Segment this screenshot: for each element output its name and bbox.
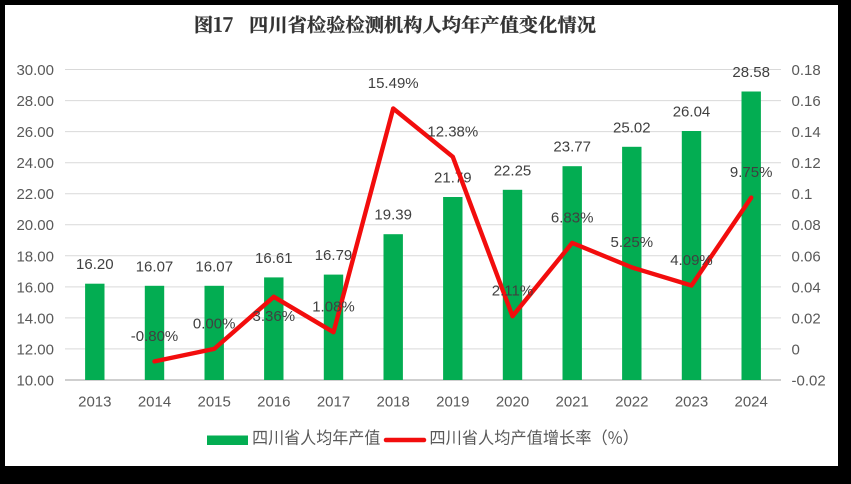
svg-text:12.38%: 12.38% bbox=[427, 123, 478, 140]
svg-text:21.79: 21.79 bbox=[434, 170, 472, 187]
svg-text:16.20: 16.20 bbox=[76, 256, 114, 273]
svg-text:2023: 2023 bbox=[675, 393, 708, 410]
svg-text:5.25%: 5.25% bbox=[611, 234, 654, 251]
svg-text:16.00: 16.00 bbox=[16, 279, 54, 296]
svg-text:14.00: 14.00 bbox=[16, 310, 54, 327]
svg-text:16.07: 16.07 bbox=[136, 258, 174, 275]
svg-text:2015: 2015 bbox=[198, 393, 231, 410]
svg-text:24.00: 24.00 bbox=[16, 155, 54, 172]
svg-text:3.36%: 3.36% bbox=[253, 308, 296, 325]
svg-text:19.39: 19.39 bbox=[374, 207, 412, 224]
svg-text:0.12: 0.12 bbox=[792, 155, 821, 172]
svg-text:22.00: 22.00 bbox=[16, 186, 54, 203]
svg-text:22.25: 22.25 bbox=[494, 162, 532, 179]
svg-text:28.58: 28.58 bbox=[732, 64, 770, 81]
svg-text:6.83%: 6.83% bbox=[551, 209, 594, 226]
svg-text:2021: 2021 bbox=[556, 393, 589, 410]
svg-text:2013: 2013 bbox=[78, 393, 111, 410]
svg-text:26.00: 26.00 bbox=[16, 124, 54, 141]
svg-text:2019: 2019 bbox=[436, 393, 469, 410]
svg-text:0.04: 0.04 bbox=[792, 279, 821, 296]
svg-text:2017: 2017 bbox=[317, 393, 350, 410]
svg-text:2014: 2014 bbox=[138, 393, 171, 410]
svg-text:0.18: 0.18 bbox=[792, 62, 821, 79]
svg-text:20.00: 20.00 bbox=[16, 217, 54, 234]
svg-text:1.08%: 1.08% bbox=[312, 299, 355, 316]
svg-text:25.02: 25.02 bbox=[613, 119, 651, 136]
svg-text:16.61: 16.61 bbox=[255, 250, 293, 267]
svg-text:2016: 2016 bbox=[257, 393, 290, 410]
svg-text:30.00: 30.00 bbox=[16, 62, 54, 79]
svg-text:23.77: 23.77 bbox=[553, 139, 591, 156]
svg-text:2024: 2024 bbox=[735, 393, 768, 410]
svg-text:18.00: 18.00 bbox=[16, 248, 54, 265]
svg-text:-0.80%: -0.80% bbox=[131, 328, 179, 345]
svg-text:0: 0 bbox=[792, 341, 800, 358]
svg-text:4.09%: 4.09% bbox=[670, 252, 713, 269]
svg-text:16.07: 16.07 bbox=[195, 258, 233, 275]
svg-text:0.14: 0.14 bbox=[792, 124, 821, 141]
svg-text:9.75%: 9.75% bbox=[730, 164, 773, 181]
svg-text:10.00: 10.00 bbox=[16, 373, 54, 390]
svg-text:12.00: 12.00 bbox=[16, 341, 54, 358]
svg-text:2022: 2022 bbox=[615, 393, 648, 410]
svg-text:2018: 2018 bbox=[377, 393, 410, 410]
svg-text:15.49%: 15.49% bbox=[368, 75, 419, 92]
svg-text:26.04: 26.04 bbox=[673, 104, 711, 121]
svg-text:16.79: 16.79 bbox=[315, 247, 353, 264]
svg-text:0.02: 0.02 bbox=[792, 310, 821, 327]
svg-text:2020: 2020 bbox=[496, 393, 529, 410]
svg-text:0.08: 0.08 bbox=[792, 217, 821, 234]
svg-text:-0.02: -0.02 bbox=[792, 373, 826, 390]
svg-text:0.1: 0.1 bbox=[792, 186, 813, 203]
svg-text:0.16: 0.16 bbox=[792, 93, 821, 110]
svg-text:28.00: 28.00 bbox=[16, 93, 54, 110]
svg-text:2.11%: 2.11% bbox=[492, 283, 533, 300]
svg-text:0.06: 0.06 bbox=[792, 248, 821, 265]
svg-text:0.00%: 0.00% bbox=[193, 315, 236, 332]
